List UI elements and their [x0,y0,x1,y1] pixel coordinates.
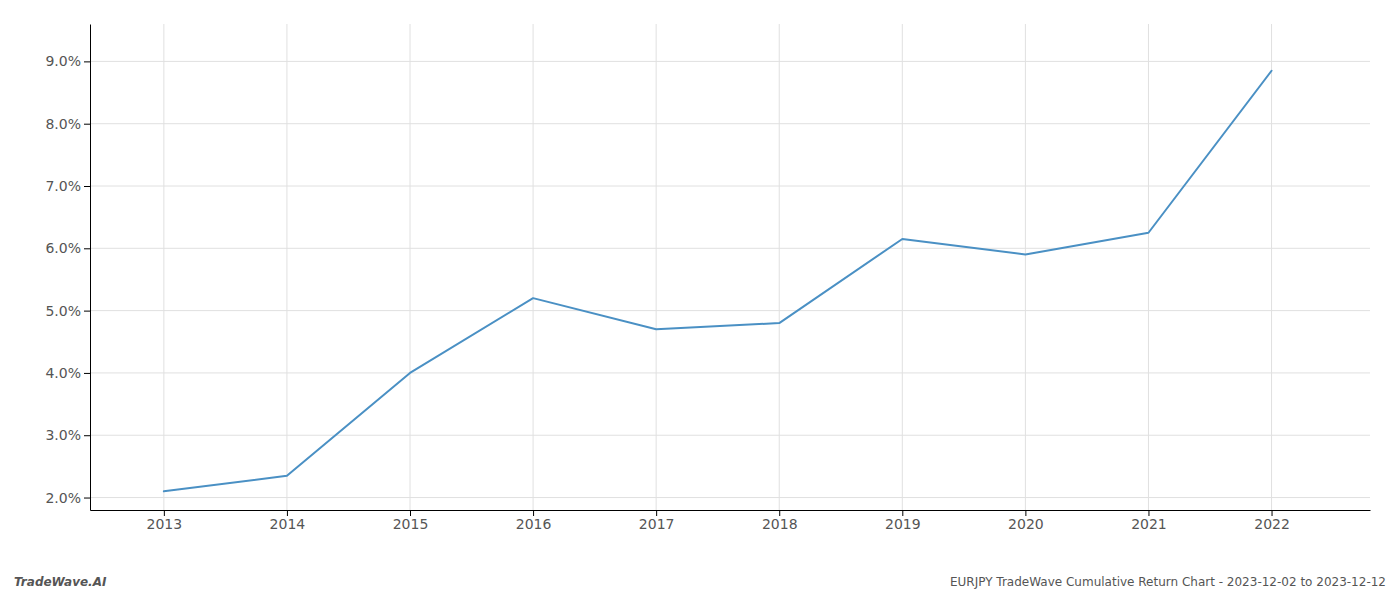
y-tick-label: 6.0% [45,240,81,256]
y-tick: 6.0% [45,240,90,256]
y-tick: 3.0% [45,427,90,443]
x-tick-label: 2021 [1131,516,1167,532]
x-tick: 2022 [1254,510,1290,532]
x-grid-line [163,24,164,510]
x-grid-line [533,24,534,510]
y-tick-mark [84,435,90,436]
x-axis-line [91,510,1371,511]
y-tick-mark [84,124,90,125]
y-tick: 5.0% [45,303,90,319]
x-grid-line [779,24,780,510]
y-tick-mark [84,498,90,499]
y-axis-line [90,25,91,511]
x-tick: 2017 [639,510,675,532]
y-tick: 4.0% [45,365,90,381]
y-tick: 9.0% [45,53,90,69]
y-tick-label: 2.0% [45,490,81,506]
x-axis: 2013 2014 2015 2016 2017 2018 2019 2020 2021 2022 [91,510,1371,532]
y-tick-mark [84,186,90,187]
x-tick: 2013 [147,510,183,532]
marks [164,71,1272,492]
x-grid-line [1025,24,1026,510]
x-tick-label: 2013 [147,516,183,532]
plot: 2013 2014 2015 2016 2017 2018 2019 2020 2021 2022… [45,24,1370,532]
x-grid-line [1148,24,1149,510]
x-tick: 2021 [1131,510,1167,532]
y-tick-label: 8.0% [45,116,81,132]
y-grid-line [90,61,1370,62]
x-tick: 2014 [270,510,306,532]
x-tick-label: 2019 [885,516,921,532]
annotation: TradeWave.AI [14,575,107,589]
x-tick-label: 2017 [639,516,675,532]
x-tick-label: 2016 [516,516,552,532]
y-tick-label: 4.0% [45,365,81,381]
x-tick: 2019 [885,510,921,532]
annotation: EURJPY TradeWave Cumulative Return Chart… [950,575,1386,589]
y-tick-label: 9.0% [45,53,81,69]
y-tick: 7.0% [45,178,90,194]
y-tick: 8.0% [45,116,90,132]
y-tick: 2.0% [45,490,90,506]
x-grid-line [902,24,903,510]
grid [90,24,1370,510]
chart: 2013 2014 2015 2016 2017 2018 2019 2020 2021 2022… [0,0,1400,600]
annotations: TradeWave.AI EURJPY TradeWave Cumulative … [14,575,1386,589]
y-tick-label: 3.0% [45,427,81,443]
y-grid-line [90,186,1370,187]
x-tick-label: 2020 [1008,516,1044,532]
x-tick-label: 2015 [393,516,429,532]
y-grid-line [90,497,1370,498]
y-grid-line [90,248,1370,249]
x-tick: 2015 [393,510,429,532]
line [164,71,1272,492]
x-grid-line [1271,24,1272,510]
y-grid-line [90,435,1370,436]
y-axis: 2.0% 3.0% 4.0% 5.0% 6.0% 7.0% 8.0% 9.0% [45,25,90,511]
y-tick-mark [84,311,90,312]
x-grid-line [286,24,287,510]
y-tick-label: 5.0% [45,303,81,319]
x-tick: 2016 [516,510,552,532]
y-tick-label: 7.0% [45,178,81,194]
x-tick-label: 2022 [1254,516,1290,532]
x-tick-label: 2014 [270,516,306,532]
y-grid-line [90,123,1370,124]
x-tick: 2018 [762,510,798,532]
x-grid-line [410,24,411,510]
y-grid-line [90,310,1370,311]
y-tick-mark [84,373,90,374]
x-tick: 2020 [1008,510,1044,532]
y-grid-line [90,372,1370,373]
x-tick-label: 2018 [762,516,798,532]
y-tick-mark [84,248,90,249]
x-grid-line [656,24,657,510]
y-tick-mark [84,61,90,62]
